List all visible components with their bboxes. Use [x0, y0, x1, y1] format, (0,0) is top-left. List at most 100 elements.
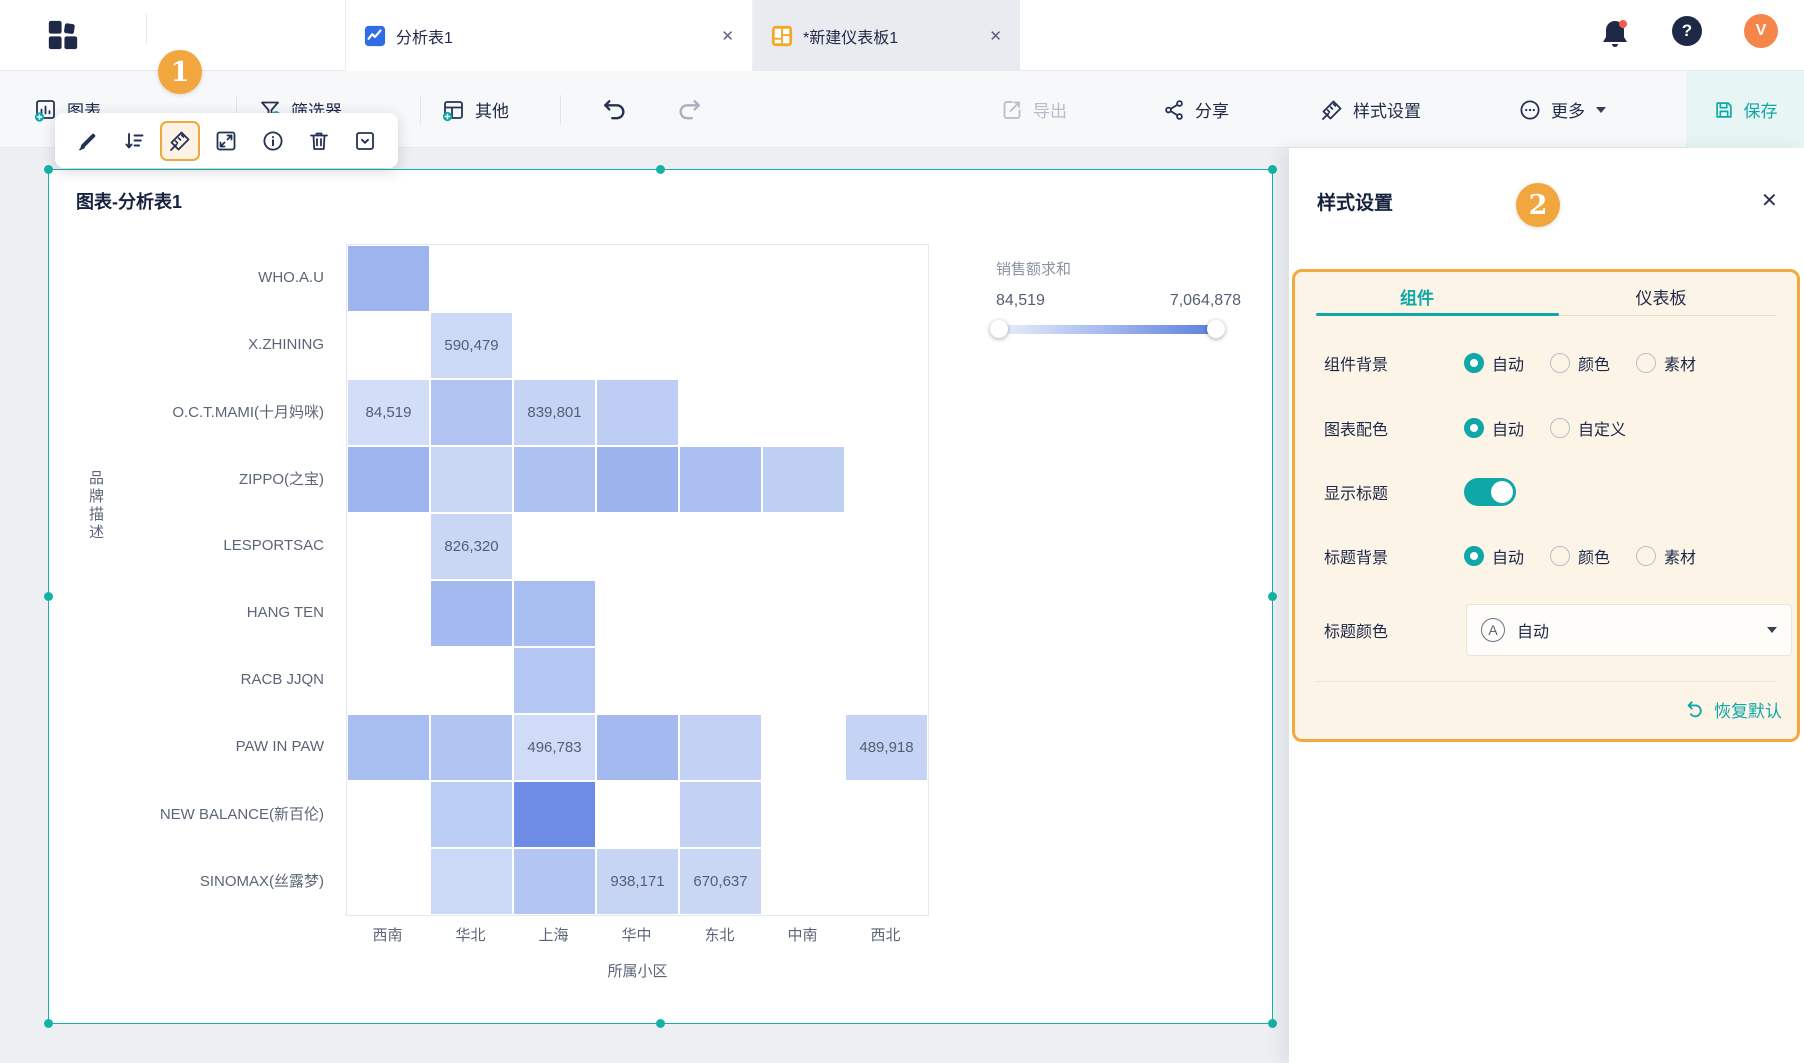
heatmap-cell[interactable] — [430, 379, 513, 446]
heatmap-cell[interactable]: 839,801 — [513, 379, 596, 446]
chart-widget[interactable]: 图表-分析表1 品牌描述 WHO.A.U X.ZHINING O.C.T.MAMI(… — [48, 169, 1273, 1024]
selection-handle-bottom-center[interactable] — [656, 1019, 665, 1028]
show-title-toggle[interactable] — [1464, 478, 1516, 506]
radio-option-auto[interactable]: 自动 — [1464, 351, 1524, 375]
heatmap-cell[interactable] — [430, 848, 513, 915]
widget-info-button[interactable] — [253, 121, 293, 161]
radio-label: 颜色 — [1578, 357, 1611, 374]
add-other-button[interactable]: 其他 — [442, 71, 509, 148]
notifications-bell-icon[interactable] — [1600, 18, 1630, 52]
edit-widget-button[interactable] — [68, 121, 108, 161]
y-axis-label: ZIPPO(之宝) — [239, 471, 324, 488]
heatmap-cell[interactable]: 938,171 — [596, 848, 679, 915]
heatmap-cell[interactable] — [513, 446, 596, 513]
redo-button[interactable] — [676, 71, 704, 148]
style-settings-label: 样式设置 — [1353, 102, 1421, 121]
redo-icon — [679, 99, 700, 119]
heatmap-cell — [679, 647, 762, 714]
title-color-dropdown[interactable]: A 自动 — [1466, 604, 1792, 656]
save-label: 保存 — [1743, 102, 1778, 121]
heatmap-cell[interactable] — [762, 446, 845, 513]
heatmap-cell[interactable] — [430, 580, 513, 647]
heatmap-cell[interactable] — [430, 446, 513, 513]
heatmap-cell[interactable]: 496,783 — [513, 714, 596, 781]
heatmap-cell[interactable] — [513, 580, 596, 647]
widget-select-button[interactable] — [345, 121, 385, 161]
radio-option-material[interactable]: 素材 — [1636, 351, 1696, 375]
sort-widget-button[interactable] — [114, 121, 154, 161]
radio-option-auto[interactable]: 自动 — [1464, 544, 1524, 568]
heatmap-cell — [762, 513, 845, 580]
heatmap-cell — [513, 312, 596, 379]
radio-option-color[interactable]: 颜色 — [1550, 351, 1610, 375]
heatmap-cell[interactable] — [513, 848, 596, 915]
undo-button[interactable] — [600, 71, 628, 148]
table-add-icon — [442, 100, 463, 121]
y-axis-label: HANG TEN — [246, 604, 324, 621]
heatmap-cell[interactable] — [513, 647, 596, 714]
heatmap-cell[interactable] — [430, 781, 513, 848]
avatar[interactable]: V — [1744, 14, 1778, 48]
heatmap-cell — [596, 647, 679, 714]
radio-option-custom[interactable]: 自定义 — [1550, 416, 1626, 440]
widget-style-button[interactable] — [160, 120, 201, 161]
selection-handle-top-right[interactable] — [1268, 165, 1277, 174]
close-icon[interactable]: ✕ — [721, 27, 734, 45]
toggle-knob — [1491, 481, 1513, 503]
widget-floating-toolbar — [55, 113, 398, 168]
tab-new-dashboard[interactable]: *新建仪表板1 ✕ — [753, 0, 1020, 71]
expand-widget-button[interactable] — [206, 121, 246, 161]
help-icon[interactable]: ? — [1672, 16, 1702, 46]
legend-min-handle[interactable] — [990, 320, 1008, 338]
heatmap-cell[interactable] — [679, 714, 762, 781]
selection-handle-top-center[interactable] — [656, 165, 665, 174]
annotation-step-2-badge: 2 — [1516, 183, 1560, 227]
legend-gradient-slider[interactable] — [990, 320, 1225, 338]
radio-option-auto[interactable]: 自动 — [1464, 416, 1524, 440]
close-icon[interactable]: ✕ — [1761, 190, 1778, 212]
heatmap-cell[interactable]: 84,519 — [347, 379, 430, 446]
reset-default-button[interactable]: 恢复默认 — [1295, 697, 1782, 722]
save-button[interactable]: 保存 — [1686, 71, 1804, 148]
heatmap-cell[interactable] — [347, 245, 430, 312]
app-logo-icon[interactable] — [46, 18, 80, 52]
heatmap-cell[interactable] — [679, 446, 762, 513]
radio-group: 自动 颜色 素材 — [1464, 351, 1696, 375]
selection-handle-mid-right[interactable] — [1268, 592, 1277, 601]
share-label: 分享 — [1195, 102, 1229, 121]
y-axis-label: X.ZHINING — [248, 336, 324, 353]
panel-title: 样式设置 — [1317, 193, 1394, 214]
heatmap-cell-value: 496,783 — [527, 739, 582, 756]
tab-dashboard[interactable]: 仪表板 — [1635, 289, 1687, 308]
heatmap-cell[interactable]: 489,918 — [845, 714, 928, 781]
heatmap-cell[interactable]: 670,637 — [679, 848, 762, 915]
selection-handle-bottom-right[interactable] — [1268, 1019, 1277, 1028]
selection-handle-bottom-left[interactable] — [44, 1019, 53, 1028]
selection-handle-mid-left[interactable] — [44, 592, 53, 601]
tab-component[interactable]: 组件 — [1400, 289, 1434, 308]
radio-option-material[interactable]: 素材 — [1636, 544, 1696, 568]
heatmap-cell[interactable] — [596, 714, 679, 781]
close-icon[interactable]: ✕ — [989, 27, 1002, 45]
heatmap-cell[interactable] — [430, 714, 513, 781]
heatmap-cell[interactable] — [679, 781, 762, 848]
heatmap-cell[interactable] — [513, 781, 596, 848]
heatmap-cell[interactable]: 590,479 — [430, 312, 513, 379]
checkbox-chevron-icon — [356, 131, 374, 150]
selection-handle-top-left[interactable] — [44, 165, 53, 174]
heatmap-cell[interactable] — [596, 379, 679, 446]
setting-row-chart-palette: 图表配色 自动 自定义 — [1324, 416, 1784, 440]
legend-max-handle[interactable] — [1207, 320, 1225, 338]
delete-widget-button[interactable] — [299, 121, 339, 161]
more-button[interactable]: 更多 — [1518, 71, 1606, 148]
heatmap-cell[interactable]: 826,320 — [430, 513, 513, 580]
tab-analysis-sheet[interactable]: 分析表1 ✕ — [345, 0, 753, 71]
share-button[interactable]: 分享 — [1162, 71, 1229, 148]
heatmap-cell[interactable] — [596, 446, 679, 513]
heatmap-cell[interactable] — [347, 714, 430, 781]
heatmap-cell — [596, 245, 679, 312]
heatmap-cell — [845, 379, 928, 446]
heatmap-cell[interactable] — [347, 446, 430, 513]
style-settings-button[interactable]: 样式设置 — [1320, 71, 1421, 148]
radio-option-color[interactable]: 颜色 — [1550, 544, 1610, 568]
